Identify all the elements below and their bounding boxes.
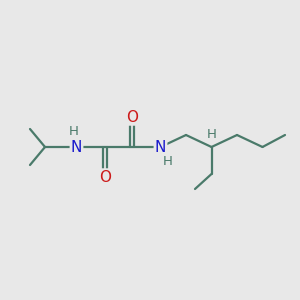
Text: N: N [71, 140, 82, 154]
Text: H: H [163, 155, 173, 168]
Text: H: H [69, 125, 79, 138]
Text: H: H [207, 128, 216, 141]
Text: N: N [155, 140, 166, 154]
Text: O: O [99, 169, 111, 184]
Text: O: O [126, 110, 138, 124]
